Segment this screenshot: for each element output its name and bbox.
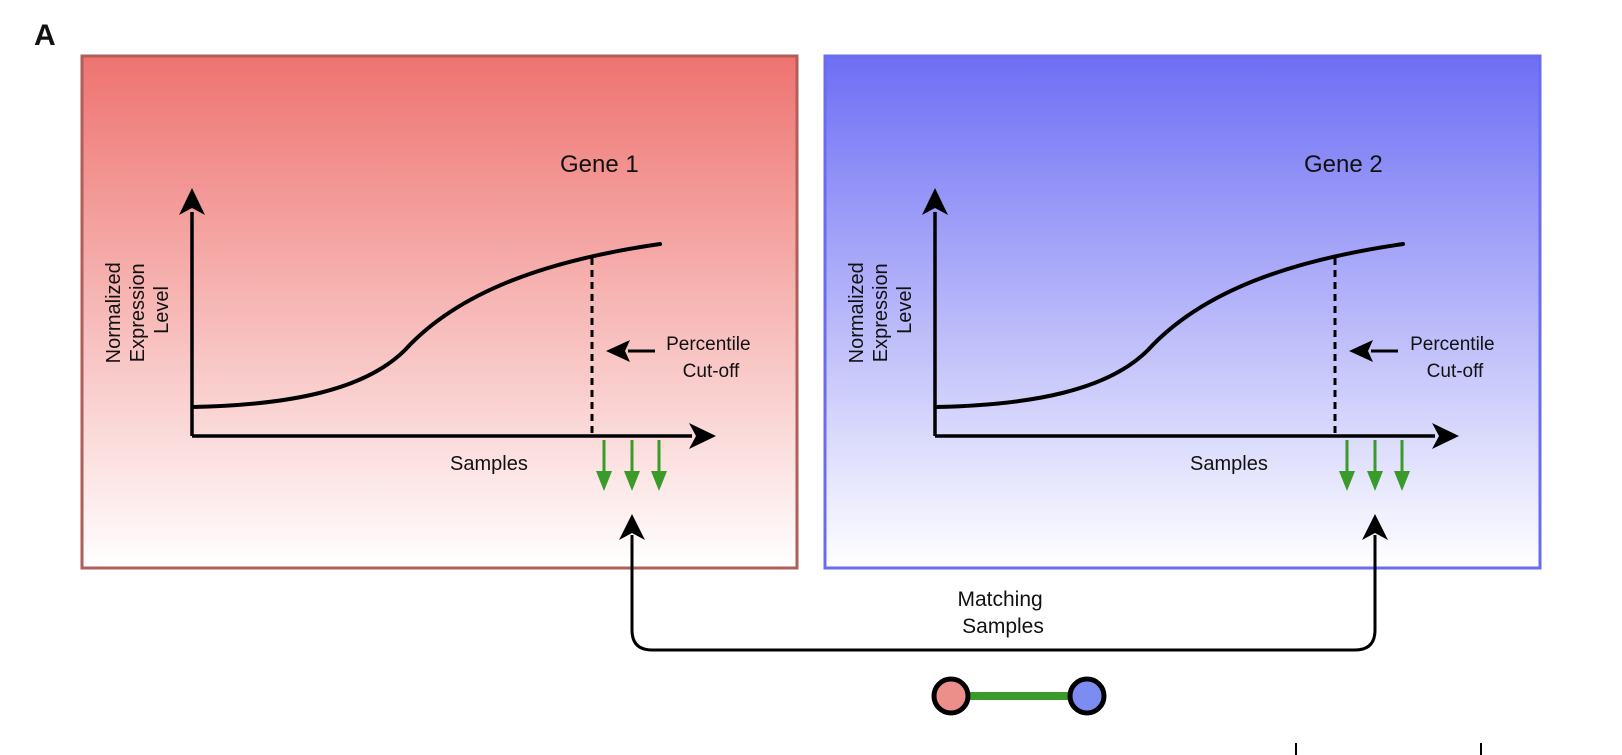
matching-label-line: Matching [957, 588, 1042, 611]
y-axis-label: Normalized Expression Level [103, 257, 173, 364]
cutoff-label-line: Cut-off [1427, 361, 1484, 382]
sample-arrowhead [1339, 471, 1355, 491]
cutoff-pointer-arrowhead [1349, 340, 1373, 362]
y-axis-label-line: Level [894, 286, 916, 334]
sample-arrowhead [1367, 471, 1383, 491]
matching-arrowhead-left [619, 514, 645, 540]
gene-2-title: Gene 2 [1304, 151, 1383, 178]
gene-network-edge [931, 676, 1107, 716]
sample-arrowhead [596, 471, 612, 491]
cutoff-label: Percentile Cut-off [666, 334, 756, 382]
y-axis-label-line: Normalized [846, 262, 868, 363]
matching-connector [630, 535, 1377, 652]
x-axis-label: Samples [450, 453, 528, 475]
y-axis-arrowhead [922, 188, 948, 215]
cutoff-label-line: Cut-off [683, 361, 740, 382]
y-axis-arrowhead [179, 188, 205, 215]
y-axis-label-line: Expression [127, 263, 149, 362]
gene-1-node [931, 676, 971, 716]
sample-arrowhead [1394, 471, 1410, 491]
matching-arrowhead-right [1362, 514, 1388, 540]
cutoff-label: Percentile Cut-off [1410, 334, 1500, 382]
x-axis-label: Samples [1190, 453, 1268, 475]
expression-curve [191, 242, 662, 409]
gene-1-panel: Gene 1 Normalized Expression Level Sampl… [80, 54, 799, 570]
selected-sample-arrows [596, 440, 667, 491]
selected-sample-arrows [1339, 440, 1410, 491]
y-axis-label-line: Expression [870, 263, 892, 362]
cutoff-pointer-arrowhead [606, 340, 630, 362]
x-axis-arrowhead [689, 423, 716, 449]
expression-curve [934, 242, 1405, 409]
y-axis-label: Normalized Expression Level [846, 257, 916, 364]
matching-label: Matching Samples [957, 588, 1048, 638]
gene-1-panel-box [80, 54, 799, 570]
gene-2-panel-box [823, 54, 1542, 570]
y-axis-label-line: Level [151, 286, 173, 334]
sample-arrowhead [651, 471, 667, 491]
matching-label-line: Samples [962, 615, 1044, 638]
gene-2-node [1067, 676, 1107, 716]
y-axis-label-line: Normalized [103, 262, 125, 363]
panel-letter: A [34, 19, 56, 52]
cutoff-label-line: Percentile [1410, 334, 1495, 355]
x-axis-arrowhead [1432, 423, 1459, 449]
gene-2-panel: Gene 2 Normalized Expression Level Sampl… [823, 54, 1542, 570]
sample-arrowhead [624, 471, 640, 491]
cutoff-label-line: Percentile [666, 334, 751, 355]
gene-1-title: Gene 1 [560, 151, 639, 178]
